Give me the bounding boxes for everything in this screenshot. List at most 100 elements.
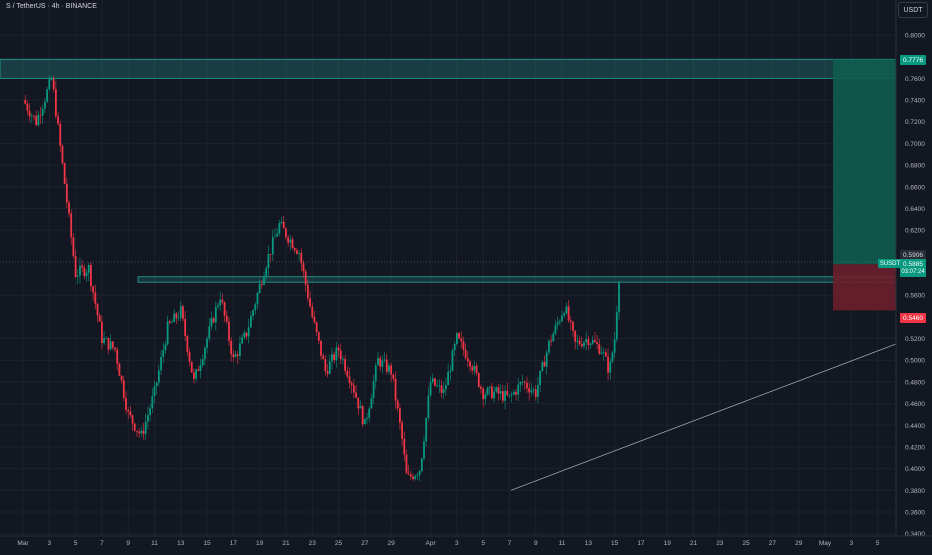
candle xyxy=(72,233,75,259)
time-label: 9 xyxy=(534,540,538,547)
candle-body xyxy=(339,350,342,360)
candle-body xyxy=(591,340,594,344)
candle xyxy=(455,332,458,346)
candle-body xyxy=(72,237,75,257)
price-label: 0.4000 xyxy=(905,466,925,473)
candle xyxy=(436,379,439,388)
candle xyxy=(44,98,46,114)
candle xyxy=(291,236,294,249)
candle-body xyxy=(249,315,252,328)
candle xyxy=(149,403,151,422)
candle xyxy=(131,414,134,432)
candle-body xyxy=(149,408,151,415)
currency-button[interactable]: USDT xyxy=(898,2,928,18)
candle xyxy=(515,389,517,401)
candle-body xyxy=(501,391,504,401)
candle xyxy=(576,334,579,350)
candle-body xyxy=(35,116,38,126)
candle xyxy=(41,104,44,124)
time-label: May xyxy=(819,540,832,547)
candle-body xyxy=(179,306,182,318)
candle xyxy=(302,260,305,278)
time-label: 3 xyxy=(455,540,459,547)
candle xyxy=(203,345,206,366)
candle-body xyxy=(379,358,382,367)
time-label: 3 xyxy=(47,540,51,547)
time-label: 29 xyxy=(388,540,396,547)
candle-body xyxy=(550,340,552,342)
time-label: 11 xyxy=(559,540,566,547)
candle-body xyxy=(359,406,362,409)
candle-body xyxy=(182,306,184,319)
candle xyxy=(366,413,368,425)
candle-body xyxy=(70,213,73,238)
ascending-trendline xyxy=(510,343,897,491)
price-label: 0.5200 xyxy=(905,336,925,343)
candle xyxy=(162,342,165,364)
stop-zone xyxy=(833,264,896,311)
target-price-tag: 0.7776 xyxy=(900,55,926,65)
candle xyxy=(348,367,351,389)
price-label: 0.3800 xyxy=(905,488,925,495)
zones[interactable] xyxy=(0,58,897,311)
candle-body xyxy=(475,365,478,374)
trendlines[interactable] xyxy=(0,261,897,491)
candle xyxy=(116,346,119,371)
candle xyxy=(212,316,215,324)
candle-body xyxy=(361,406,364,425)
price-axis[interactable]: 0.8000 0.7600 0.7400 0.7200 0.7000 0.6800 0.66… xyxy=(895,0,925,538)
candle-body xyxy=(418,471,421,476)
candle-body xyxy=(515,391,517,395)
candle-body xyxy=(39,114,42,116)
candle-body xyxy=(256,293,259,305)
price-label: 0.6200 xyxy=(905,228,925,235)
candle xyxy=(76,268,79,285)
candle-body xyxy=(396,400,399,409)
candle xyxy=(499,384,502,400)
candle xyxy=(333,351,336,364)
candle xyxy=(26,99,29,115)
price-label: 0.4200 xyxy=(905,444,925,451)
candle-body xyxy=(488,386,491,388)
candle xyxy=(147,406,149,430)
candle xyxy=(587,335,590,350)
candle-body xyxy=(331,354,333,362)
candle xyxy=(495,385,498,394)
candle-body xyxy=(52,78,55,90)
candle xyxy=(90,261,92,292)
candle xyxy=(418,470,421,482)
candle xyxy=(223,301,226,322)
candle-body xyxy=(374,365,377,382)
candle xyxy=(438,379,441,394)
price-label: 0.7400 xyxy=(905,98,925,105)
candle-body xyxy=(602,352,605,354)
candle-body xyxy=(33,115,35,117)
candle xyxy=(390,362,393,383)
candle-body xyxy=(100,321,103,344)
candle xyxy=(563,311,566,318)
candle-body xyxy=(335,347,338,361)
candle-body xyxy=(175,313,178,319)
candle-body xyxy=(122,380,125,398)
candle xyxy=(609,358,612,380)
candle-body xyxy=(157,370,160,383)
candle-body xyxy=(81,265,84,268)
candle xyxy=(239,335,241,360)
candle-body xyxy=(431,378,434,382)
candle xyxy=(109,334,112,351)
price-label: 0.3400 xyxy=(905,531,925,538)
candle xyxy=(539,370,542,393)
price-label: 0.6600 xyxy=(905,184,925,191)
candle xyxy=(423,436,425,462)
candle xyxy=(488,385,491,396)
candle xyxy=(355,385,357,399)
candle xyxy=(398,403,401,430)
candle-body xyxy=(54,89,57,117)
time-axis[interactable]: Mar 3 5 7 9 11 13 15 17 19 21 23 25 27 29 Apr 3 5 7 9 11 13 15… xyxy=(0,535,932,547)
candle-body xyxy=(57,116,59,124)
candle xyxy=(214,301,217,331)
candle xyxy=(377,351,379,366)
candle xyxy=(263,271,265,286)
